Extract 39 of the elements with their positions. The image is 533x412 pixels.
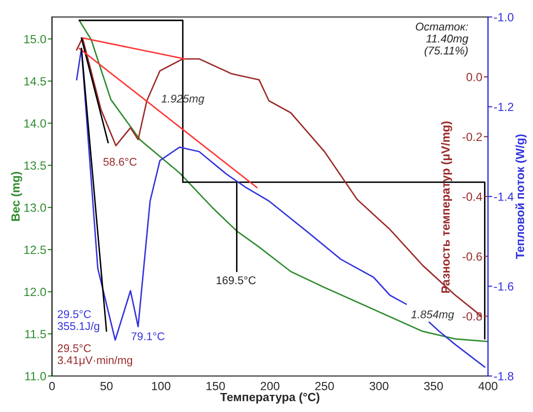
x-axis-title: Температура (°C) — [220, 392, 320, 404]
y3-tick-label: -1.8 — [494, 372, 514, 380]
y2-tick-label: -0.4 — [462, 192, 482, 201]
y3-axis-title: Тепловой поток (W/g) — [515, 134, 527, 259]
annotation: 169.5°C — [216, 276, 256, 284]
y3-tick-label: -1.2 — [494, 102, 514, 112]
annotation: 29.5°C 355.1J/g — [58, 310, 100, 332]
x-tick-label: 150 — [206, 382, 225, 390]
y2-tick-label: -0.2 — [462, 132, 482, 142]
x-tick-label: 350 — [424, 382, 443, 390]
x-tick-label: 400 — [478, 382, 498, 390]
annotation: 58.6°C — [103, 158, 137, 166]
x-tick-label: 200 — [260, 382, 280, 390]
y3-tick-label: -1.4 — [494, 192, 514, 201]
x-tick-label: 0 — [49, 382, 55, 390]
y3-tick-label: -1.6 — [494, 282, 514, 291]
y3-tick-label: -1.0 — [494, 13, 514, 22]
y2-tick-label: -0.8 — [462, 312, 482, 321]
y-tick-label: 13.0 — [24, 203, 46, 212]
annotation: 29.5°C 3.41μV·min/mg — [58, 344, 132, 366]
y-tick-label: 14.0 — [24, 119, 46, 128]
y-tick-label: 12.0 — [24, 288, 46, 296]
x-tick-label: 250 — [315, 382, 334, 390]
y2-tick-label: 0.0 — [466, 72, 482, 82]
x-tick-label: 300 — [370, 382, 388, 390]
y-tick-label: 14.5 — [24, 77, 46, 86]
y-tick-label: 12.5 — [24, 246, 46, 254]
y-tick-label: 13.5 — [24, 161, 46, 170]
x-tick-label: 50 — [100, 382, 113, 390]
annotation: 79.1°C — [131, 332, 165, 340]
annotation: Остаток: 11.40mg (75.11%) — [416, 22, 468, 57]
y-tick-label: 11.5 — [25, 330, 46, 338]
y-tick-label: 11.0 — [25, 372, 46, 380]
x-tick-label: 100 — [152, 382, 170, 390]
y-axis-title: Вес (mg) — [11, 172, 22, 221]
y2-tick-label: -0.6 — [462, 252, 482, 261]
y-tick-label: 15.0 — [24, 34, 46, 44]
y2-axis-title: Разность температур (μV/mg) — [441, 122, 452, 293]
annotation: 1.854mg — [411, 310, 454, 321]
